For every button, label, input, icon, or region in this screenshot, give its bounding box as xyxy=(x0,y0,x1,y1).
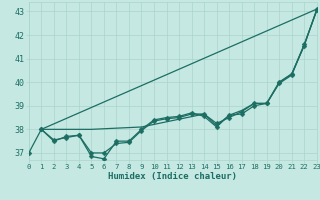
X-axis label: Humidex (Indice chaleur): Humidex (Indice chaleur) xyxy=(108,172,237,181)
